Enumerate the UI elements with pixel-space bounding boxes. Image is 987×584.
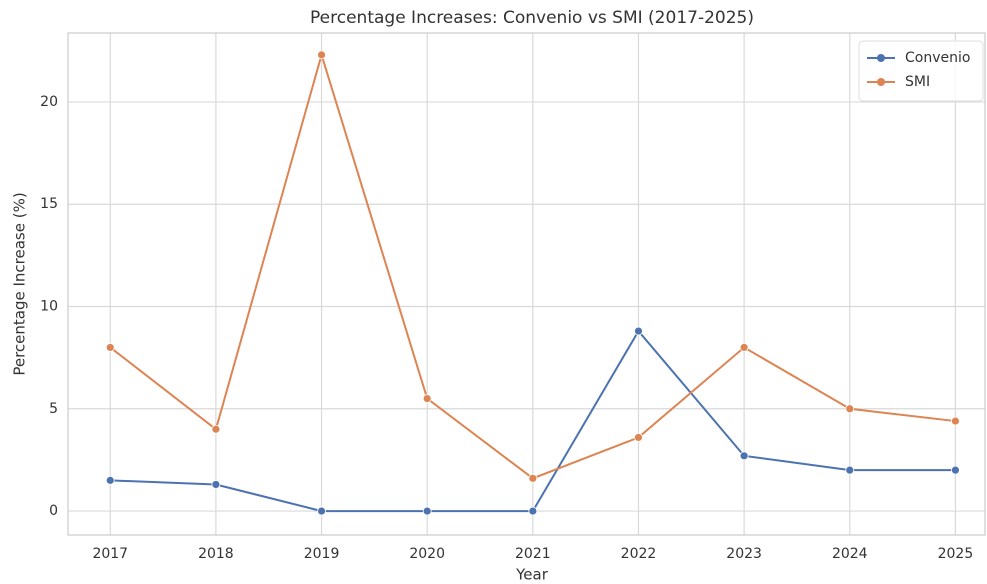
- x-tick-label: 2020: [409, 546, 445, 562]
- data-point: [634, 433, 643, 442]
- legend-marker: [877, 78, 885, 86]
- legend-marker: [877, 54, 885, 62]
- chart-title: Percentage Increases: Convenio vs SMI (2…: [310, 8, 754, 28]
- data-point: [211, 480, 221, 489]
- data-point: [951, 465, 960, 475]
- data-point: [634, 326, 643, 336]
- data-point: [739, 343, 749, 352]
- data-point: [105, 475, 115, 485]
- legend-box: [858, 40, 984, 102]
- x-tick-label: 2023: [726, 546, 762, 562]
- legend-label: Convenio: [905, 50, 970, 66]
- data-point: [317, 50, 326, 60]
- x-tick-label: 2019: [304, 546, 340, 562]
- x-axis-label: Year: [515, 566, 549, 584]
- y-tick-label: 10: [40, 299, 58, 315]
- x-tick-label: 2024: [832, 546, 868, 562]
- y-tick-label: 0: [49, 503, 58, 519]
- legend: Convenio SMI: [858, 40, 984, 102]
- data-point: [528, 473, 538, 483]
- x-tick-label: 2021: [515, 546, 551, 562]
- data-point: [845, 465, 855, 475]
- x-tick-label: 2022: [621, 546, 657, 562]
- plot-frame: [67, 32, 986, 536]
- data-point: [739, 451, 749, 461]
- data-point: [105, 343, 115, 352]
- data-point: [528, 506, 538, 516]
- data-point: [211, 424, 221, 434]
- data-point: [422, 506, 432, 516]
- legend-label: SMI: [905, 74, 930, 90]
- y-axis-label: Percentage Increase (%): [11, 192, 29, 375]
- y-tick-label: 15: [40, 196, 58, 212]
- x-tick-label: 2017: [92, 546, 128, 562]
- data-point: [317, 506, 326, 516]
- x-tick-label: 2025: [938, 546, 974, 562]
- y-tick-label: 20: [40, 94, 58, 110]
- x-tick-label: 2018: [198, 546, 234, 562]
- data-point: [951, 416, 960, 426]
- y-tick-label: 5: [49, 401, 58, 417]
- data-point: [845, 404, 855, 414]
- data-point: [422, 394, 432, 403]
